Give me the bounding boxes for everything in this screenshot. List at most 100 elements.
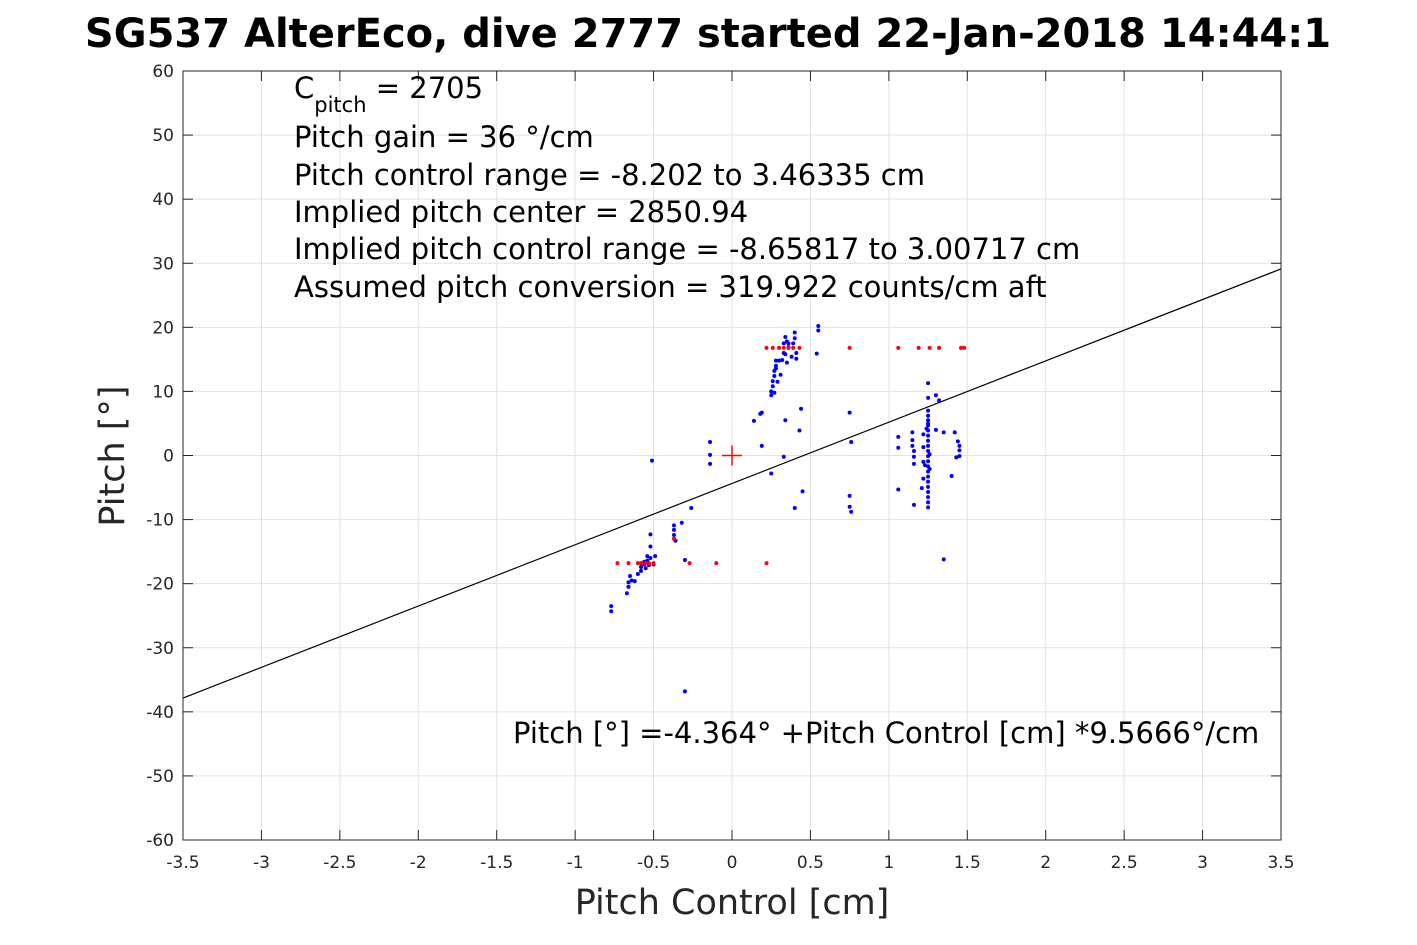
data-point — [772, 390, 777, 395]
data-point — [919, 486, 924, 491]
data-point — [957, 443, 962, 448]
data-point — [639, 568, 644, 573]
implied-pitch-control-range-annotation: Implied pitch control range = -8.65817 t… — [294, 232, 1080, 266]
x-tick-label: 3.5 — [1267, 853, 1294, 873]
data-point — [789, 354, 794, 359]
data-point — [781, 345, 786, 350]
y-tick-label: 50 — [152, 126, 174, 146]
y-tick-label: 60 — [152, 62, 174, 82]
data-point — [896, 345, 901, 350]
data-point — [783, 334, 788, 339]
data-point — [849, 509, 854, 514]
y-tick-label: -20 — [146, 575, 174, 595]
y-tick-label: 30 — [152, 254, 174, 274]
data-point — [628, 573, 633, 578]
x-axis-label: Pitch Control [cm] — [575, 883, 890, 923]
data-point — [937, 345, 942, 350]
data-point — [896, 445, 901, 450]
data-point — [926, 449, 931, 454]
data-point — [609, 609, 614, 614]
data-point — [615, 561, 620, 566]
data-point — [926, 443, 931, 448]
implied-pitch-center-annotation: Implied pitch center = 2850.94 — [294, 195, 748, 229]
pitch-conversion-annotation: Assumed pitch conversion = 319.922 count… — [294, 270, 1047, 304]
data-point — [786, 341, 791, 346]
data-point — [639, 565, 644, 570]
data-point — [926, 459, 931, 464]
data-point — [933, 427, 938, 432]
data-point — [643, 566, 648, 571]
data-point — [714, 561, 719, 566]
data-point — [933, 393, 938, 398]
data-point — [759, 410, 764, 415]
data-point — [629, 578, 634, 583]
data-point — [708, 452, 713, 457]
data-point — [639, 561, 644, 566]
y-tick-labels: -60 -50 -40 -30 -20 -10 0 10 20 30 40 50 60 — [146, 62, 1281, 851]
data-point — [954, 455, 959, 460]
fit-line — [182, 268, 1282, 699]
data-point — [927, 466, 932, 471]
data-point — [797, 345, 802, 350]
data-point — [794, 356, 799, 361]
data-point — [849, 440, 854, 445]
data-point — [922, 463, 927, 468]
data-point — [784, 360, 789, 365]
x-tick-label: -1.5 — [480, 853, 513, 873]
data-point — [921, 432, 926, 437]
data-point — [926, 505, 931, 510]
regression-line — [182, 268, 1282, 699]
y-axis-label: Pitch [°] — [93, 385, 133, 526]
data-point — [781, 341, 786, 346]
data-point — [671, 536, 676, 541]
fit-equation-annotation: Pitch [°] =-4.364° +Pitch Control [cm] *… — [513, 716, 1259, 750]
data-point — [847, 345, 852, 350]
y-tick-label: -40 — [146, 703, 174, 723]
data-point — [786, 345, 791, 350]
data-point — [773, 358, 778, 363]
x-tick-label: -2 — [410, 853, 427, 873]
data-point — [773, 366, 778, 371]
data-point — [687, 561, 692, 566]
x-tick-label: -3.5 — [166, 853, 199, 873]
data-point — [814, 351, 819, 356]
x-tick-label: 0.5 — [797, 853, 824, 873]
data-point — [624, 591, 629, 596]
data-point — [783, 418, 788, 423]
data-point — [648, 544, 653, 549]
data-point — [955, 439, 960, 444]
data-point — [679, 520, 684, 525]
data-point — [957, 454, 962, 459]
y-tick-label: -50 — [146, 767, 174, 787]
c-pitch-subscript: pitch — [314, 93, 366, 117]
data-point — [781, 454, 786, 459]
data-point — [772, 374, 777, 379]
data-point — [910, 438, 915, 443]
data-point — [648, 556, 653, 561]
data-point — [937, 398, 942, 403]
data-point — [794, 350, 799, 355]
data-point — [921, 476, 926, 481]
c-pitch-symbol: C — [294, 71, 314, 105]
data-point — [708, 440, 713, 445]
data-point — [896, 434, 901, 439]
data-point — [689, 506, 694, 511]
data-point — [910, 443, 915, 448]
data-point — [926, 490, 931, 495]
data-point — [708, 461, 713, 466]
x-tick-label: -1 — [567, 853, 584, 873]
data-point — [941, 430, 946, 435]
grid-lines — [182, 70, 1282, 841]
data-point — [921, 445, 926, 450]
data-points — [609, 324, 967, 694]
data-point — [926, 421, 931, 426]
data-point — [775, 379, 780, 384]
data-point — [927, 345, 932, 350]
data-point — [671, 527, 676, 532]
x-tick-label: -0.5 — [637, 853, 670, 873]
data-point — [962, 345, 967, 350]
x-tick-label: 2 — [1040, 853, 1051, 873]
data-point — [926, 433, 931, 438]
data-point — [632, 579, 637, 584]
